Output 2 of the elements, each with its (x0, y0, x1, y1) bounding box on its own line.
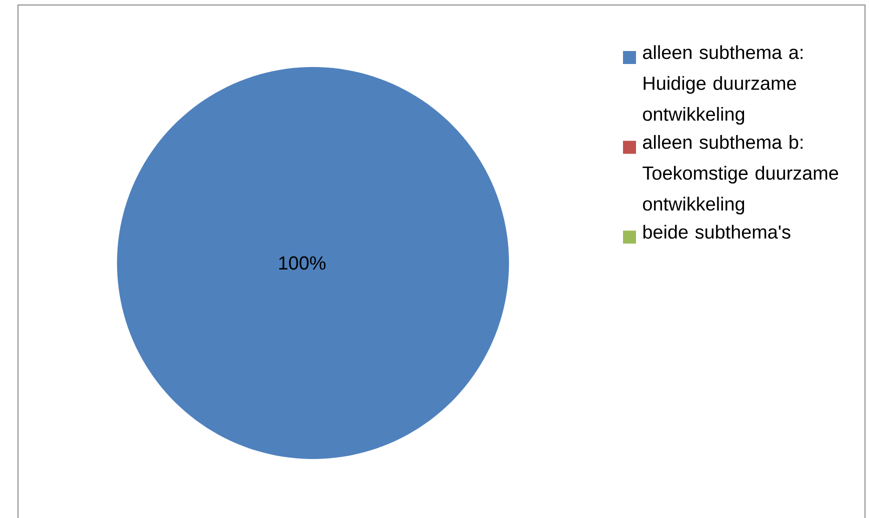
data-label: 100% (279, 256, 326, 270)
legend-label: beide subthema's (643, 224, 790, 239)
